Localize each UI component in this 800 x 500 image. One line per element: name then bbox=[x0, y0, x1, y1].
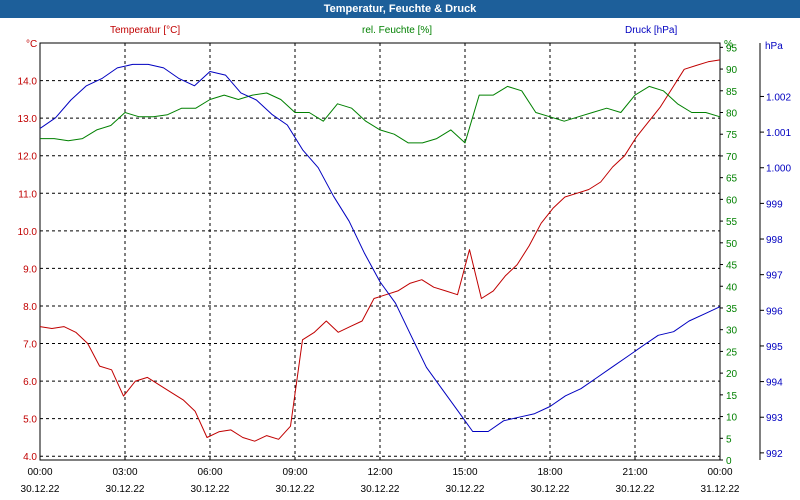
x-tick-date: 30.12.22 bbox=[446, 484, 485, 495]
temperature-tick-label: 10.0 bbox=[18, 227, 38, 238]
temperature-tick-label: 11.0 bbox=[18, 189, 37, 200]
temperature-tick-label: 9.0 bbox=[23, 264, 37, 275]
humidity-tick-label: 55 bbox=[726, 217, 738, 228]
humidity-tick-label: 25 bbox=[726, 347, 738, 358]
x-tick-time: 09:00 bbox=[282, 467, 307, 478]
x-tick-date: 30.12.22 bbox=[106, 484, 145, 495]
pressure-tick-label: 995 bbox=[766, 342, 783, 353]
axis-labels: °C Temperatur [°C] rel. Feuchte [%] Druc… bbox=[26, 25, 783, 52]
humidity-tick-label: 85 bbox=[726, 87, 738, 98]
pressure-unit-label: hPa bbox=[765, 41, 783, 52]
x-tick-time: 00:00 bbox=[27, 467, 52, 478]
pressure-tick-label: 1.002 bbox=[766, 92, 791, 103]
x-tick-time: 21:00 bbox=[622, 467, 647, 478]
chart-title: Temperatur, Feuchte & Druck bbox=[0, 0, 800, 18]
x-tick-date: 30.12.22 bbox=[616, 484, 655, 495]
temperature-series-label: Temperatur [°C] bbox=[110, 25, 180, 36]
temperature-tick-label: 7.0 bbox=[23, 340, 37, 351]
temperature-tick-label: 4.0 bbox=[23, 452, 37, 463]
humidity-tick-label: 35 bbox=[726, 304, 738, 315]
temperature-tick-label: 14.0 bbox=[18, 77, 38, 88]
pressure-tick-label: 1.001 bbox=[766, 128, 791, 139]
temperature-tick-label: 5.0 bbox=[23, 415, 37, 426]
chart-area: °C Temperatur [°C] rel. Feuchte [%] Druc… bbox=[18, 25, 792, 495]
humidity-tick-label: 60 bbox=[726, 195, 738, 206]
pressure-series-label: Druck [hPa] bbox=[625, 25, 677, 36]
temperature-tick-label: 6.0 bbox=[23, 377, 37, 388]
x-tick-time: 18:00 bbox=[537, 467, 562, 478]
humidity-tick-label: 75 bbox=[726, 130, 738, 141]
pressure-tick-label: 993 bbox=[766, 413, 783, 424]
grid-lines bbox=[39, 42, 764, 461]
humidity-tick-label: 90 bbox=[726, 65, 738, 76]
x-tick-time: 03:00 bbox=[112, 467, 137, 478]
humidity-tick-label: 65 bbox=[726, 174, 738, 185]
x-tick-time: 12:00 bbox=[367, 467, 392, 478]
pressure-tick-label: 999 bbox=[766, 199, 783, 210]
humidity-tick-label: 50 bbox=[726, 239, 738, 250]
temperature-unit-label: °C bbox=[26, 39, 37, 50]
x-tick-date: 30.12.22 bbox=[191, 484, 230, 495]
humidity-tick-label: 70 bbox=[726, 152, 738, 163]
humidity-tick-label: 10 bbox=[726, 413, 738, 424]
humidity-unit-label: % bbox=[724, 39, 733, 50]
humidity-series-label: rel. Feuchte [%] bbox=[362, 25, 432, 36]
humidity-tick-label: 45 bbox=[726, 261, 738, 272]
pressure-line bbox=[39, 63, 721, 432]
humidity-tick-label: 5 bbox=[726, 434, 732, 445]
temperature-tick-label: 12.0 bbox=[18, 152, 38, 163]
pressure-tick-label: 996 bbox=[766, 306, 783, 317]
tick-labels: 00:00 30.12.22 03:00 30.12.22 06:00 30.12.22 0… bbox=[18, 43, 792, 495]
temperature-tick-label: 13.0 bbox=[18, 114, 38, 125]
humidity-tick-label: 80 bbox=[726, 109, 738, 120]
series-lines bbox=[39, 59, 721, 442]
x-tick-date: 30.12.22 bbox=[361, 484, 400, 495]
humidity-tick-label: 0 bbox=[726, 456, 732, 467]
x-tick-date: 31.12.22 bbox=[701, 484, 740, 495]
humidity-tick-label: 15 bbox=[726, 391, 738, 402]
pressure-tick-label: 997 bbox=[766, 271, 783, 282]
humidity-tick-label: 95 bbox=[726, 43, 738, 54]
x-tick-date: 30.12.22 bbox=[276, 484, 315, 495]
pressure-tick-label: 994 bbox=[766, 378, 783, 389]
x-tick-time: 06:00 bbox=[197, 467, 222, 478]
humidity-line bbox=[40, 85, 721, 144]
x-tick-date: 30.12.22 bbox=[531, 484, 570, 495]
x-tick-date: 30.12.22 bbox=[21, 484, 60, 495]
humidity-tick-label: 30 bbox=[726, 326, 738, 337]
x-tick-time: 15:00 bbox=[452, 467, 477, 478]
humidity-tick-label: 20 bbox=[726, 369, 738, 380]
x-tick-time: 00:00 bbox=[707, 467, 732, 478]
temperature-line bbox=[39, 59, 721, 442]
pressure-tick-label: 1.000 bbox=[766, 164, 791, 175]
temperature-tick-label: 8.0 bbox=[23, 302, 37, 313]
pressure-tick-label: 998 bbox=[766, 235, 783, 246]
pressure-tick-label: 992 bbox=[766, 449, 783, 460]
humidity-tick-label: 40 bbox=[726, 282, 738, 293]
